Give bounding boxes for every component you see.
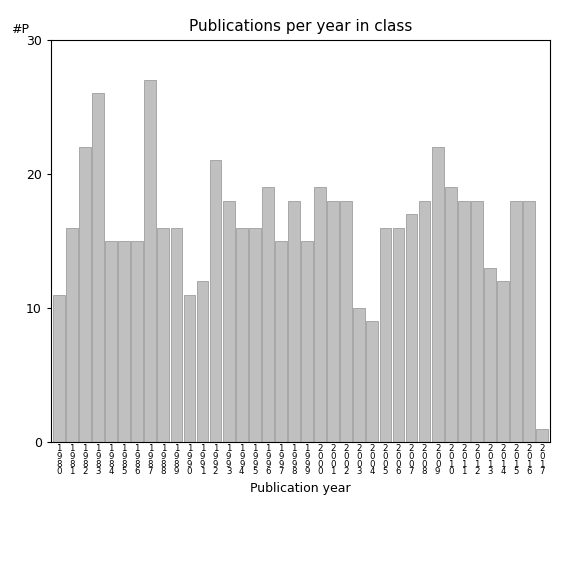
Bar: [145, 80, 156, 442]
Bar: [536, 429, 548, 442]
Bar: [132, 241, 143, 442]
Bar: [445, 187, 456, 442]
Bar: [223, 201, 235, 442]
Bar: [119, 241, 130, 442]
Bar: [497, 281, 509, 442]
Bar: [171, 227, 183, 442]
Bar: [288, 201, 300, 442]
Bar: [523, 201, 535, 442]
Bar: [197, 281, 209, 442]
Bar: [392, 227, 404, 442]
Bar: [471, 201, 483, 442]
Bar: [158, 227, 169, 442]
X-axis label: Publication year: Publication year: [250, 482, 351, 495]
Bar: [262, 187, 274, 442]
Bar: [340, 201, 352, 442]
Bar: [353, 308, 365, 442]
Bar: [379, 227, 391, 442]
Bar: [275, 241, 287, 442]
Bar: [432, 147, 443, 442]
Bar: [184, 295, 196, 442]
Bar: [79, 147, 91, 442]
Title: Publications per year in class: Publications per year in class: [189, 19, 412, 35]
Bar: [92, 94, 104, 442]
Bar: [236, 227, 248, 442]
Bar: [484, 268, 496, 442]
Bar: [301, 241, 313, 442]
Bar: [66, 227, 78, 442]
Bar: [405, 214, 417, 442]
Bar: [327, 201, 339, 442]
Bar: [458, 201, 469, 442]
Bar: [418, 201, 430, 442]
Bar: [314, 187, 326, 442]
Bar: [53, 295, 65, 442]
Text: #P: #P: [11, 23, 29, 36]
Bar: [249, 227, 261, 442]
Bar: [510, 201, 522, 442]
Bar: [366, 321, 378, 442]
Bar: [210, 160, 222, 442]
Bar: [105, 241, 117, 442]
